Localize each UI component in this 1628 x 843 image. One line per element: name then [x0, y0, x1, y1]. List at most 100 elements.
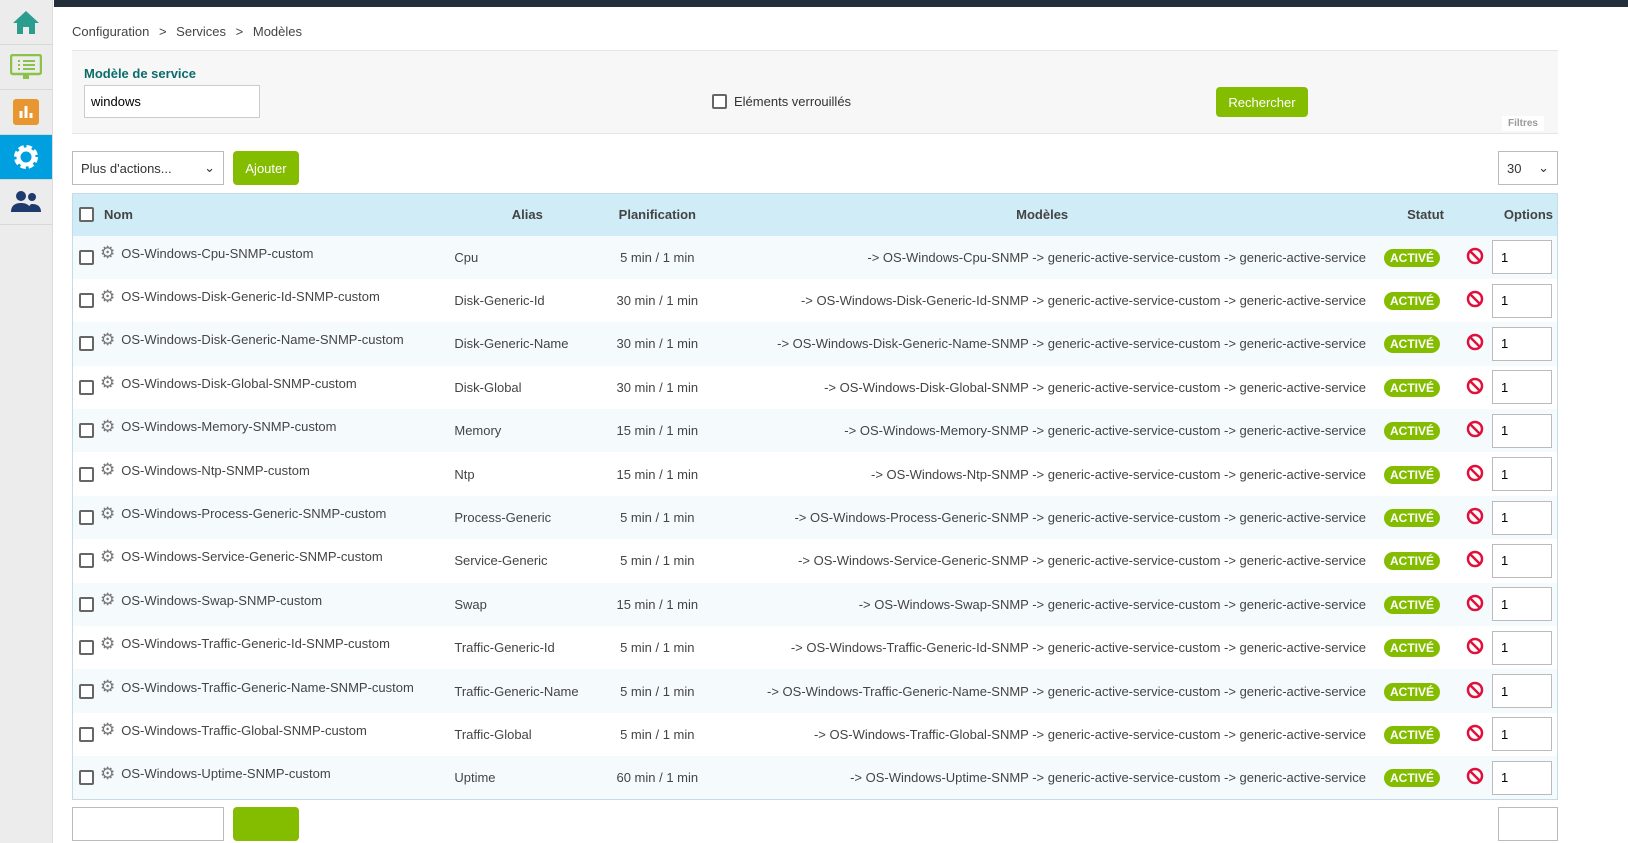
- disable-icon[interactable]: [1466, 377, 1484, 395]
- more-actions-select[interactable]: Plus d'actions... ⌄: [72, 151, 224, 185]
- duplicate-count-input[interactable]: [1492, 370, 1552, 405]
- sidebar-item-home[interactable]: [0, 0, 52, 45]
- disable-icon[interactable]: [1466, 507, 1484, 525]
- cog-icon[interactable]: ⚙: [100, 286, 116, 306]
- duplicate-count-input[interactable]: [1492, 500, 1552, 535]
- duplicate-count-input[interactable]: [1492, 326, 1552, 361]
- cog-icon[interactable]: ⚙: [100, 416, 116, 436]
- alias: Ntp: [454, 466, 475, 482]
- service-model-input[interactable]: [84, 85, 260, 118]
- page-size-select-bottom[interactable]: [1498, 807, 1558, 841]
- add-button[interactable]: Ajouter: [233, 151, 299, 185]
- duplicate-count-input[interactable]: [1492, 543, 1552, 578]
- table-row: ⚙ OS-Windows-Traffic-Global-SNMP-custom T…: [72, 712, 1558, 757]
- service-name-link[interactable]: OS-Windows-Uptime-SNMP-custom: [121, 766, 331, 782]
- service-name-link[interactable]: OS-Windows-Cpu-SNMP-custom: [121, 245, 314, 261]
- page-size-select[interactable]: 30 ⌄: [1498, 151, 1558, 185]
- cog-icon[interactable]: ⚙: [100, 329, 116, 349]
- row-checkbox[interactable]: [79, 640, 94, 656]
- cog-icon[interactable]: ⚙: [100, 677, 116, 697]
- duplicate-count-input[interactable]: [1492, 630, 1552, 665]
- service-name-link[interactable]: OS-Windows-Traffic-Global-SNMP-custom: [121, 722, 367, 738]
- cog-icon[interactable]: ⚙: [100, 373, 116, 393]
- row-checkbox[interactable]: [79, 510, 94, 526]
- templates-chain: -> OS-Windows-Cpu-SNMP -> generic-active…: [867, 249, 1366, 265]
- row-checkbox[interactable]: [79, 683, 94, 699]
- row-checkbox[interactable]: [79, 293, 94, 309]
- breadcrumb-models[interactable]: Modèles: [252, 24, 303, 39]
- header-name[interactable]: Nom: [104, 207, 133, 223]
- sidebar-item-monitoring[interactable]: [0, 45, 52, 90]
- status-badge: ACTIVÉ: [1384, 335, 1441, 354]
- cog-icon[interactable]: ⚙: [100, 503, 116, 523]
- service-name-link[interactable]: OS-Windows-Disk-Global-SNMP-custom: [121, 375, 357, 391]
- row-checkbox[interactable]: [79, 466, 94, 482]
- service-name-link[interactable]: OS-Windows-Traffic-Generic-Id-SNMP-custo…: [121, 636, 390, 652]
- alias: Cpu: [454, 249, 479, 265]
- disable-icon[interactable]: [1466, 464, 1484, 482]
- sidebar-item-reporting[interactable]: [0, 90, 52, 135]
- cog-icon[interactable]: ⚙: [100, 243, 116, 263]
- row-checkbox[interactable]: [79, 726, 94, 742]
- duplicate-count-input[interactable]: [1492, 760, 1552, 795]
- templates-chain: -> OS-Windows-Disk-Global-SNMP -> generi…: [824, 379, 1366, 395]
- row-checkbox[interactable]: [79, 596, 94, 612]
- service-name-link[interactable]: OS-Windows-Swap-SNMP-custom: [121, 592, 323, 608]
- row-checkbox[interactable]: [79, 379, 94, 395]
- service-name-link[interactable]: OS-Windows-Process-Generic-SNMP-custom: [121, 506, 387, 522]
- disable-icon[interactable]: [1466, 420, 1484, 438]
- locked-elements-checkbox[interactable]: Eléments verrouillés: [712, 94, 851, 109]
- disable-icon[interactable]: [1466, 637, 1484, 655]
- service-name-link[interactable]: OS-Windows-Disk-Generic-Id-SNMP-custom: [121, 289, 380, 305]
- add-button-bottom[interactable]: [233, 807, 299, 841]
- disable-icon[interactable]: [1466, 767, 1484, 785]
- sidebar-item-administration[interactable]: [0, 180, 52, 225]
- disable-icon[interactable]: [1466, 550, 1484, 568]
- more-actions-value: Plus d'actions...: [81, 160, 172, 176]
- row-checkbox[interactable]: [79, 249, 94, 265]
- sidebar-item-configuration[interactable]: [0, 135, 52, 180]
- templates-chain: -> OS-Windows-Memory-SNMP -> generic-act…: [844, 423, 1366, 439]
- disable-icon[interactable]: [1466, 247, 1484, 265]
- status-badge: ACTIVÉ: [1384, 422, 1441, 441]
- disable-icon[interactable]: [1466, 724, 1484, 742]
- checkbox[interactable]: [712, 94, 727, 109]
- cog-icon[interactable]: ⚙: [100, 720, 116, 740]
- search-button[interactable]: Rechercher: [1216, 87, 1308, 117]
- cog-icon[interactable]: ⚙: [100, 546, 116, 566]
- select-all-checkbox[interactable]: [79, 207, 94, 223]
- duplicate-count-input[interactable]: [1492, 283, 1552, 318]
- disable-icon[interactable]: [1466, 333, 1484, 351]
- duplicate-count-input[interactable]: [1492, 674, 1552, 709]
- header-alias[interactable]: Alias: [452, 193, 603, 236]
- breadcrumb-configuration[interactable]: Configuration: [72, 24, 150, 39]
- status-badge: ACTIVÉ: [1384, 725, 1441, 744]
- row-checkbox[interactable]: [79, 770, 94, 786]
- header-options: Options: [1492, 193, 1558, 236]
- alias: Memory: [454, 423, 502, 439]
- cog-icon[interactable]: ⚙: [100, 460, 116, 480]
- cog-icon[interactable]: ⚙: [100, 763, 116, 783]
- cog-icon[interactable]: ⚙: [100, 633, 116, 653]
- chevron-down-icon: ⌄: [1538, 160, 1549, 175]
- row-checkbox[interactable]: [79, 553, 94, 569]
- duplicate-count-input[interactable]: [1492, 587, 1552, 622]
- row-checkbox[interactable]: [79, 336, 94, 352]
- duplicate-count-input[interactable]: [1492, 717, 1552, 752]
- service-name-link[interactable]: OS-Windows-Service-Generic-SNMP-custom: [121, 549, 383, 565]
- schedule: 5 min / 1 min: [620, 510, 695, 526]
- service-name-link[interactable]: OS-Windows-Traffic-Generic-Name-SNMP-cus…: [121, 679, 414, 695]
- disable-icon[interactable]: [1466, 290, 1484, 308]
- disable-icon[interactable]: [1466, 681, 1484, 699]
- duplicate-count-input[interactable]: [1492, 413, 1552, 448]
- service-name-link[interactable]: OS-Windows-Disk-Generic-Name-SNMP-custom: [121, 332, 404, 348]
- row-checkbox[interactable]: [79, 423, 94, 439]
- more-actions-select-bottom[interactable]: [72, 807, 224, 841]
- breadcrumb-services[interactable]: Services: [176, 24, 227, 39]
- disable-icon[interactable]: [1466, 594, 1484, 612]
- duplicate-count-input[interactable]: [1492, 240, 1552, 275]
- service-name-link[interactable]: OS-Windows-Ntp-SNMP-custom: [121, 462, 310, 478]
- duplicate-count-input[interactable]: [1492, 457, 1552, 492]
- cog-icon[interactable]: ⚙: [100, 590, 116, 610]
- service-name-link[interactable]: OS-Windows-Memory-SNMP-custom: [121, 419, 337, 435]
